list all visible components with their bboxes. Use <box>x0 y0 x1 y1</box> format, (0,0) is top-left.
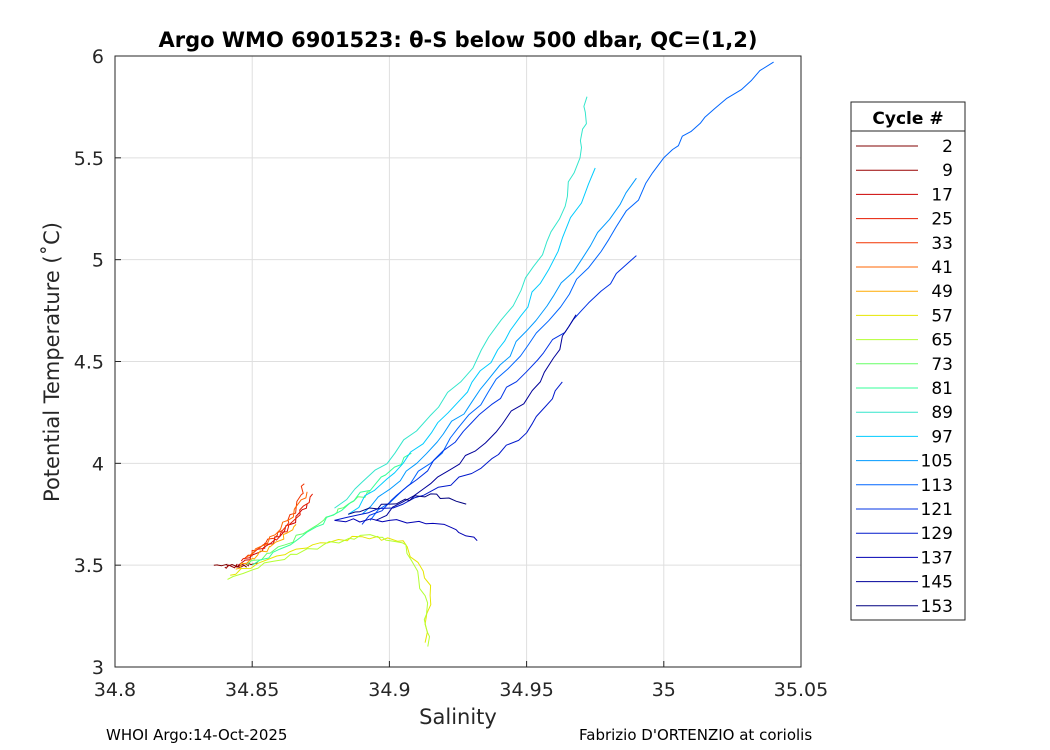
series-line-cycle-41 <box>246 491 308 558</box>
legend-label: 89 <box>931 403 953 423</box>
legend-label: 105 <box>921 452 953 472</box>
y-tick-label: 3.5 <box>74 555 104 577</box>
legend: Cycle # 2 9 17 25 33 41 49 57 65 73 81 89 97 105 113 12… <box>850 101 966 621</box>
footer-credit-right: Fabrizio D'ORTENZIO at coriolis <box>579 726 813 744</box>
series-line-cycle-121 <box>361 255 637 525</box>
legend-label: 81 <box>931 379 953 399</box>
x-tick-label: 35.05 <box>774 679 828 701</box>
legend-label: 97 <box>931 427 953 447</box>
y-tick-label: 6 <box>92 46 104 68</box>
x-axis-label: Salinity <box>419 705 497 729</box>
series-line-cycle-105 <box>361 177 637 515</box>
legend-label: 145 <box>921 573 953 593</box>
y-tick-label: 4 <box>92 453 104 475</box>
legend-label: 49 <box>931 282 953 302</box>
axis-ticks: 34.8 34.85 34.9 34.95 35 35.05 3 3.5 4 4.5 5 5.5 6 <box>74 46 828 701</box>
legend-entries: 2 9 17 25 33 41 49 57 65 73 81 89 97 105 113 121 129 137 1… <box>856 137 953 617</box>
legend-title: Cycle # <box>872 109 943 129</box>
series-line-cycle-113 <box>369 61 774 521</box>
legend-label: 2 <box>942 137 953 157</box>
footer-credit-left: WHOI Argo:14-Oct-2025 <box>106 726 288 744</box>
x-tick-label: 34.85 <box>225 679 279 701</box>
series-line-cycle-145 <box>375 314 577 521</box>
x-tick-label: 34.8 <box>94 679 136 701</box>
y-tick-label: 5.5 <box>74 148 104 170</box>
chart-title: Argo WMO 6901523: θ-S below 500 dbar, QC… <box>159 28 758 52</box>
legend-label: 41 <box>931 258 953 278</box>
legend-label: 57 <box>931 306 953 326</box>
series-line-cycle-97 <box>347 167 596 515</box>
series-line-cycle-137 <box>334 518 478 542</box>
legend-label: 65 <box>931 331 953 351</box>
legend-label: 121 <box>921 500 953 520</box>
x-tick-label: 34.9 <box>368 679 410 701</box>
legend-label: 137 <box>921 548 953 568</box>
legend-label: 113 <box>921 476 953 496</box>
legend-label: 73 <box>931 355 953 375</box>
y-axis-label: Potential Temperature (˚C) <box>40 222 64 502</box>
legend-label: 153 <box>921 597 953 617</box>
data-series <box>213 61 774 647</box>
legend-label: 25 <box>931 210 953 230</box>
x-tick-label: 34.95 <box>499 679 553 701</box>
series-line-cycle-81 <box>251 452 412 566</box>
series-line-cycle-57 <box>230 535 432 643</box>
series-line-cycle-65 <box>227 534 430 647</box>
series-line-cycle-33 <box>243 483 305 560</box>
series-line-cycle-89 <box>334 96 588 509</box>
legend-label: 9 <box>942 161 953 181</box>
series-line-cycle-49 <box>235 524 297 570</box>
y-tick-label: 4.5 <box>74 352 104 374</box>
series-line-cycle-153 <box>348 493 467 515</box>
plot-area: 34.8 34.85 34.9 34.95 35 35.05 3 3.5 4 4.5 5 5.5 6 <box>74 46 828 701</box>
legend-label: 17 <box>931 185 953 205</box>
y-tick-label: 3 <box>92 657 104 679</box>
legend-label: 129 <box>921 524 953 544</box>
y-tick-label: 5 <box>92 250 104 272</box>
legend-label: 33 <box>931 234 953 254</box>
x-tick-label: 35 <box>652 679 676 701</box>
